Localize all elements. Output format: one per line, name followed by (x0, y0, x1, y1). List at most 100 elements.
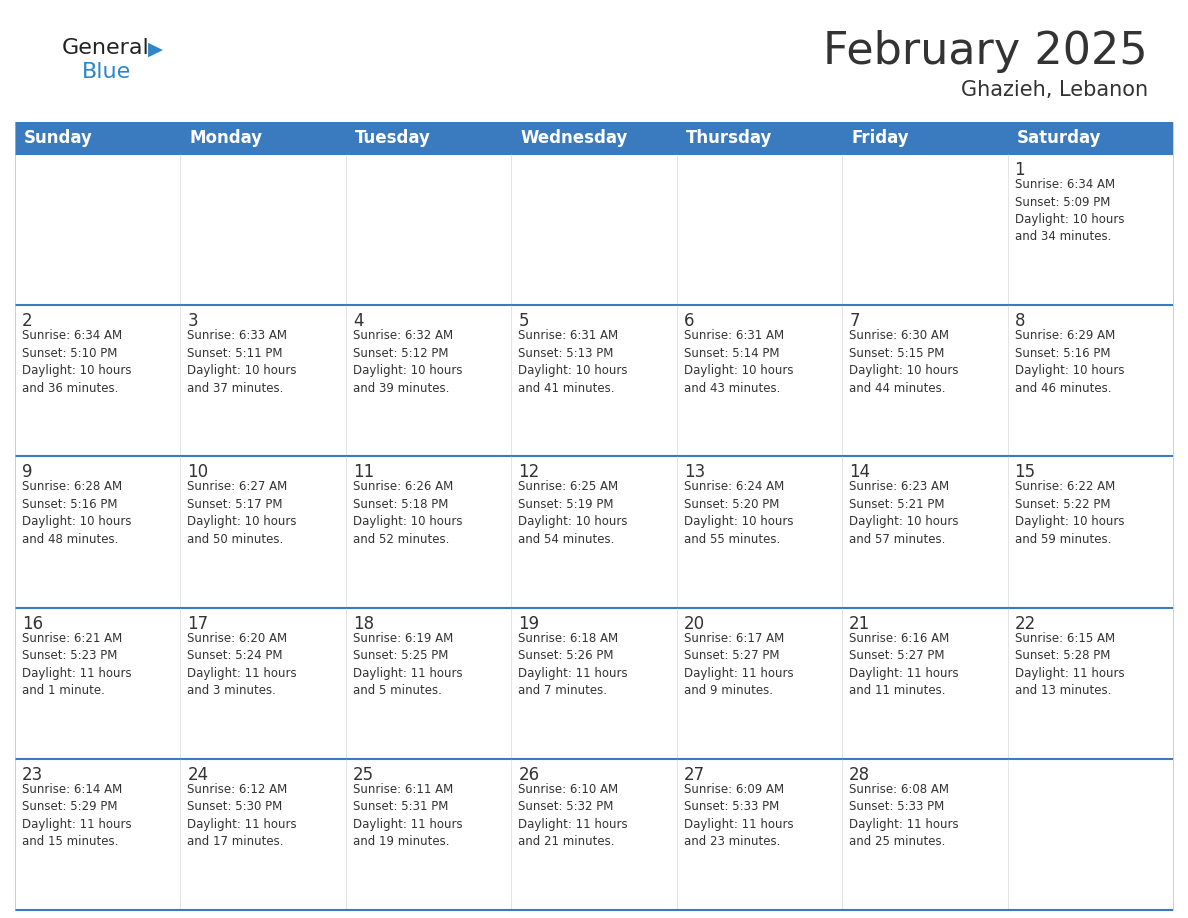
Text: 11: 11 (353, 464, 374, 481)
Bar (346, 154, 511, 305)
Text: Blue: Blue (82, 62, 131, 82)
Text: 26: 26 (518, 766, 539, 784)
Text: 9: 9 (23, 464, 32, 481)
Text: Sunrise: 6:09 AM
Sunset: 5:33 PM
Daylight: 11 hours
and 23 minutes.: Sunrise: 6:09 AM Sunset: 5:33 PM Dayligh… (684, 783, 794, 848)
Text: 12: 12 (518, 464, 539, 481)
Bar (842, 154, 1007, 305)
Text: Sunrise: 6:34 AM
Sunset: 5:09 PM
Daylight: 10 hours
and 34 minutes.: Sunrise: 6:34 AM Sunset: 5:09 PM Dayligh… (1015, 178, 1124, 243)
Text: Sunrise: 6:31 AM
Sunset: 5:13 PM
Daylight: 10 hours
and 41 minutes.: Sunrise: 6:31 AM Sunset: 5:13 PM Dayligh… (518, 330, 627, 395)
Bar (181, 456, 346, 608)
Text: 14: 14 (849, 464, 871, 481)
Text: Sunrise: 6:08 AM
Sunset: 5:33 PM
Daylight: 11 hours
and 25 minutes.: Sunrise: 6:08 AM Sunset: 5:33 PM Dayligh… (849, 783, 959, 848)
Bar (842, 305, 1007, 456)
Bar (346, 305, 511, 456)
Text: 6: 6 (684, 312, 694, 330)
Text: 19: 19 (518, 614, 539, 633)
Text: Sunrise: 6:26 AM
Sunset: 5:18 PM
Daylight: 10 hours
and 52 minutes.: Sunrise: 6:26 AM Sunset: 5:18 PM Dayligh… (353, 480, 462, 546)
Text: 5: 5 (518, 312, 529, 330)
Bar (181, 608, 346, 759)
Text: Saturday: Saturday (1017, 129, 1101, 147)
Text: Sunrise: 6:20 AM
Sunset: 5:24 PM
Daylight: 11 hours
and 3 minutes.: Sunrise: 6:20 AM Sunset: 5:24 PM Dayligh… (188, 632, 297, 697)
Text: Tuesday: Tuesday (355, 129, 431, 147)
Text: 8: 8 (1015, 312, 1025, 330)
Bar (181, 759, 346, 910)
Bar (842, 608, 1007, 759)
Bar (511, 154, 677, 305)
Text: General: General (62, 38, 150, 58)
Text: 24: 24 (188, 766, 209, 784)
Text: Sunrise: 6:11 AM
Sunset: 5:31 PM
Daylight: 11 hours
and 19 minutes.: Sunrise: 6:11 AM Sunset: 5:31 PM Dayligh… (353, 783, 462, 848)
Text: 18: 18 (353, 614, 374, 633)
Text: 23: 23 (23, 766, 43, 784)
Bar (1007, 456, 1173, 608)
Text: 3: 3 (188, 312, 198, 330)
Bar (15, 154, 181, 305)
Text: Sunrise: 6:30 AM
Sunset: 5:15 PM
Daylight: 10 hours
and 44 minutes.: Sunrise: 6:30 AM Sunset: 5:15 PM Dayligh… (849, 330, 959, 395)
Text: Sunrise: 6:15 AM
Sunset: 5:28 PM
Daylight: 11 hours
and 13 minutes.: Sunrise: 6:15 AM Sunset: 5:28 PM Dayligh… (1015, 632, 1124, 697)
Text: 21: 21 (849, 614, 871, 633)
Text: Sunrise: 6:29 AM
Sunset: 5:16 PM
Daylight: 10 hours
and 46 minutes.: Sunrise: 6:29 AM Sunset: 5:16 PM Dayligh… (1015, 330, 1124, 395)
Bar (511, 759, 677, 910)
Bar (15, 608, 181, 759)
Text: Sunrise: 6:12 AM
Sunset: 5:30 PM
Daylight: 11 hours
and 17 minutes.: Sunrise: 6:12 AM Sunset: 5:30 PM Dayligh… (188, 783, 297, 848)
Text: Sunrise: 6:22 AM
Sunset: 5:22 PM
Daylight: 10 hours
and 59 minutes.: Sunrise: 6:22 AM Sunset: 5:22 PM Dayligh… (1015, 480, 1124, 546)
Text: Sunrise: 6:33 AM
Sunset: 5:11 PM
Daylight: 10 hours
and 37 minutes.: Sunrise: 6:33 AM Sunset: 5:11 PM Dayligh… (188, 330, 297, 395)
Text: Sunrise: 6:16 AM
Sunset: 5:27 PM
Daylight: 11 hours
and 11 minutes.: Sunrise: 6:16 AM Sunset: 5:27 PM Dayligh… (849, 632, 959, 697)
Text: Thursday: Thursday (685, 129, 772, 147)
Bar (511, 608, 677, 759)
Bar (1007, 305, 1173, 456)
Bar (677, 456, 842, 608)
Bar (181, 154, 346, 305)
Bar (677, 608, 842, 759)
Bar (842, 759, 1007, 910)
Text: 13: 13 (684, 464, 704, 481)
Text: Sunrise: 6:32 AM
Sunset: 5:12 PM
Daylight: 10 hours
and 39 minutes.: Sunrise: 6:32 AM Sunset: 5:12 PM Dayligh… (353, 330, 462, 395)
Text: 16: 16 (23, 614, 43, 633)
Bar (511, 456, 677, 608)
Bar (346, 456, 511, 608)
Bar (181, 305, 346, 456)
Text: 15: 15 (1015, 464, 1036, 481)
Bar (511, 305, 677, 456)
Text: Friday: Friday (851, 129, 909, 147)
Bar (15, 305, 181, 456)
Bar (346, 759, 511, 910)
Text: Sunrise: 6:21 AM
Sunset: 5:23 PM
Daylight: 11 hours
and 1 minute.: Sunrise: 6:21 AM Sunset: 5:23 PM Dayligh… (23, 632, 132, 697)
Text: Sunday: Sunday (24, 129, 93, 147)
Text: 27: 27 (684, 766, 704, 784)
Text: 7: 7 (849, 312, 860, 330)
Bar (15, 456, 181, 608)
Text: Sunrise: 6:10 AM
Sunset: 5:32 PM
Daylight: 11 hours
and 21 minutes.: Sunrise: 6:10 AM Sunset: 5:32 PM Dayligh… (518, 783, 628, 848)
Text: Sunrise: 6:24 AM
Sunset: 5:20 PM
Daylight: 10 hours
and 55 minutes.: Sunrise: 6:24 AM Sunset: 5:20 PM Dayligh… (684, 480, 794, 546)
Text: Sunrise: 6:23 AM
Sunset: 5:21 PM
Daylight: 10 hours
and 57 minutes.: Sunrise: 6:23 AM Sunset: 5:21 PM Dayligh… (849, 480, 959, 546)
Bar (15, 759, 181, 910)
Bar (1007, 154, 1173, 305)
Text: 25: 25 (353, 766, 374, 784)
Text: Sunrise: 6:28 AM
Sunset: 5:16 PM
Daylight: 10 hours
and 48 minutes.: Sunrise: 6:28 AM Sunset: 5:16 PM Dayligh… (23, 480, 132, 546)
Text: 2: 2 (23, 312, 32, 330)
Text: Sunrise: 6:27 AM
Sunset: 5:17 PM
Daylight: 10 hours
and 50 minutes.: Sunrise: 6:27 AM Sunset: 5:17 PM Dayligh… (188, 480, 297, 546)
Bar (677, 759, 842, 910)
Text: ▶: ▶ (148, 40, 163, 59)
Text: Sunrise: 6:14 AM
Sunset: 5:29 PM
Daylight: 11 hours
and 15 minutes.: Sunrise: 6:14 AM Sunset: 5:29 PM Dayligh… (23, 783, 132, 848)
Bar (15, 122, 1173, 154)
Bar (1007, 608, 1173, 759)
Text: 17: 17 (188, 614, 209, 633)
Text: 1: 1 (1015, 161, 1025, 179)
Text: Wednesday: Wednesday (520, 129, 627, 147)
Bar (677, 305, 842, 456)
Text: Sunrise: 6:25 AM
Sunset: 5:19 PM
Daylight: 10 hours
and 54 minutes.: Sunrise: 6:25 AM Sunset: 5:19 PM Dayligh… (518, 480, 627, 546)
Text: Sunrise: 6:19 AM
Sunset: 5:25 PM
Daylight: 11 hours
and 5 minutes.: Sunrise: 6:19 AM Sunset: 5:25 PM Dayligh… (353, 632, 462, 697)
Text: 4: 4 (353, 312, 364, 330)
Bar (677, 154, 842, 305)
Bar (346, 608, 511, 759)
Bar (1007, 759, 1173, 910)
Text: 22: 22 (1015, 614, 1036, 633)
Text: Sunrise: 6:18 AM
Sunset: 5:26 PM
Daylight: 11 hours
and 7 minutes.: Sunrise: 6:18 AM Sunset: 5:26 PM Dayligh… (518, 632, 628, 697)
Text: Sunrise: 6:17 AM
Sunset: 5:27 PM
Daylight: 11 hours
and 9 minutes.: Sunrise: 6:17 AM Sunset: 5:27 PM Dayligh… (684, 632, 794, 697)
Text: Sunrise: 6:31 AM
Sunset: 5:14 PM
Daylight: 10 hours
and 43 minutes.: Sunrise: 6:31 AM Sunset: 5:14 PM Dayligh… (684, 330, 794, 395)
Text: Ghazieh, Lebanon: Ghazieh, Lebanon (961, 80, 1148, 100)
Text: Sunrise: 6:34 AM
Sunset: 5:10 PM
Daylight: 10 hours
and 36 minutes.: Sunrise: 6:34 AM Sunset: 5:10 PM Dayligh… (23, 330, 132, 395)
Text: 20: 20 (684, 614, 704, 633)
Text: 10: 10 (188, 464, 209, 481)
